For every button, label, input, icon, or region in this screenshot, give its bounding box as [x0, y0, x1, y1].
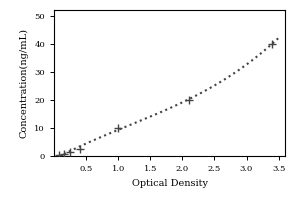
Y-axis label: Concentration(ng/mL): Concentration(ng/mL) — [20, 28, 29, 138]
X-axis label: Optical Density: Optical Density — [131, 179, 208, 188]
